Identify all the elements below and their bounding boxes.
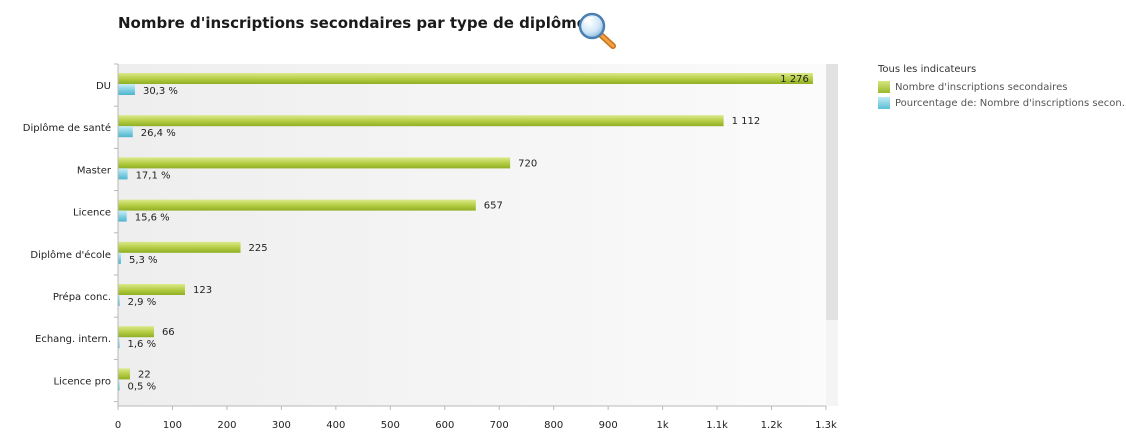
- legend-item-percentage[interactable]: Pourcentage de: Nombre d'inscriptions se…: [878, 95, 1126, 111]
- category-label: Licence: [73, 208, 111, 219]
- scrollbar-thumb[interactable]: [826, 64, 838, 320]
- x-tick-label: 1.2k: [761, 420, 783, 431]
- x-tick-label: 900: [599, 420, 618, 431]
- legend-swatch-green: [878, 81, 890, 93]
- bar-count[interactable]: [118, 241, 241, 253]
- bar-count-label: 225: [249, 243, 268, 254]
- bar-percentage[interactable]: [118, 84, 135, 95]
- category-label: DU: [96, 81, 111, 92]
- bar-percentage[interactable]: [118, 252, 121, 264]
- category-label: Echang. intern.: [35, 334, 111, 345]
- legend-title: Tous les indicateurs: [878, 64, 977, 75]
- bar-count-label: 720: [518, 158, 537, 169]
- bar-count-label: 22: [138, 369, 151, 380]
- bar-percentage[interactable]: [118, 210, 127, 222]
- x-tick-label: 300: [272, 420, 291, 431]
- bar-percentage[interactable]: [118, 295, 120, 306]
- bar-percentage-label: 1,6 %: [128, 339, 157, 350]
- bar-percentage[interactable]: [118, 126, 133, 138]
- category-label: Prépa conc.: [53, 291, 111, 303]
- bar-count[interactable]: [118, 284, 185, 295]
- category-label: Master: [77, 165, 112, 176]
- legend-item-count[interactable]: Nombre d'inscriptions secondaires: [878, 79, 1126, 95]
- bar-count-label: 123: [193, 285, 212, 296]
- legend: Tous les indicateurs Nombre d'inscriptio…: [878, 64, 1126, 111]
- x-tick-label: 500: [381, 420, 400, 431]
- bar-percentage-label: 5,3 %: [129, 255, 158, 266]
- bar-count[interactable]: [118, 157, 511, 169]
- x-tick-label: 1.1k: [706, 420, 728, 431]
- legend-label: Nombre d'inscriptions secondaires: [895, 81, 1068, 93]
- bar-count-label: 657: [484, 201, 503, 212]
- category-label: Diplôme d'école: [30, 249, 111, 261]
- bar-count[interactable]: [118, 368, 130, 380]
- x-tick-label: 400: [326, 420, 345, 431]
- bar-percentage-label: 30,3 %: [143, 86, 178, 97]
- category-label: Diplôme de santé: [23, 122, 111, 134]
- legend-swatch-blue: [878, 97, 890, 109]
- bar-percentage[interactable]: [118, 337, 120, 349]
- magnifier-icon[interactable]: [575, 10, 619, 52]
- bar-count-label: 66: [162, 327, 175, 338]
- bar-count-label: 1 112: [732, 116, 761, 127]
- bar-count[interactable]: [118, 73, 813, 84]
- bar-percentage[interactable]: [118, 168, 128, 180]
- scrollbar-track[interactable]: [826, 320, 838, 406]
- bar-percentage-label: 0,5 %: [128, 381, 157, 392]
- bar-count[interactable]: [118, 326, 154, 338]
- x-tick-label: 1.3k: [815, 420, 837, 431]
- x-tick-label: 100: [163, 420, 182, 431]
- bar-percentage-label: 15,6 %: [135, 213, 170, 224]
- bar-count[interactable]: [118, 115, 724, 127]
- x-tick-label: 1k: [657, 420, 669, 431]
- x-tick-label: 700: [490, 420, 509, 431]
- bar-count[interactable]: [118, 199, 476, 211]
- category-label: Licence pro: [53, 376, 111, 387]
- bar-percentage-label: 26,4 %: [141, 128, 176, 139]
- chart-title: Nombre d'inscriptions secondaires par ty…: [118, 14, 587, 32]
- x-tick-label: 800: [544, 420, 563, 431]
- x-tick-label: 0: [115, 420, 121, 431]
- bar-count-label: 1 276: [780, 74, 809, 85]
- bar-percentage-label: 17,1 %: [136, 170, 171, 181]
- bar-percentage[interactable]: [118, 379, 120, 391]
- x-tick-label: 200: [217, 420, 236, 431]
- x-tick-label: 600: [435, 420, 454, 431]
- legend-label: Pourcentage de: Nombre d'inscriptions se…: [895, 97, 1126, 109]
- bar-percentage-label: 2,9 %: [128, 297, 157, 308]
